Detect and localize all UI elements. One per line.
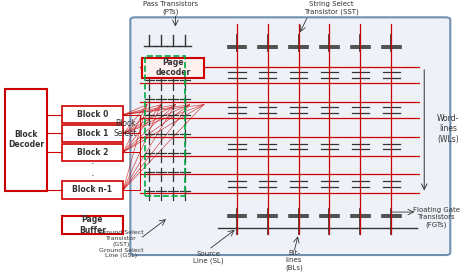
Text: Block 2: Block 2 [77,148,108,157]
Text: String Select
Transistor (SST): String Select Transistor (SST) [304,1,359,15]
Text: Floating Gate
Transistors
(FGTs): Floating Gate Transistors (FGTs) [412,207,460,228]
FancyBboxPatch shape [62,181,123,199]
Text: Block
Decoder: Block Decoder [8,130,44,149]
Text: Block
Select: Block Select [114,119,137,138]
FancyBboxPatch shape [62,144,123,161]
Text: Source
Line (SL): Source Line (SL) [193,251,224,265]
FancyBboxPatch shape [62,125,123,142]
FancyBboxPatch shape [5,88,47,191]
Text: Page
decoder: Page decoder [155,58,191,77]
Text: Page
Buffer: Page Buffer [79,215,106,235]
Text: Block 0: Block 0 [77,110,108,119]
Text: Block 1: Block 1 [77,129,108,138]
FancyBboxPatch shape [130,17,450,255]
Text: ·
·
·: · · · [91,159,94,192]
Text: Ground Select
Transistor
(GST)
Ground Select
Line (GSL): Ground Select Transistor (GST) Ground Se… [99,230,143,259]
FancyBboxPatch shape [62,106,123,123]
Text: Word-
lines
(WLs): Word- lines (WLs) [437,114,459,144]
Text: Block n-1: Block n-1 [73,185,112,194]
Text: Bit-
lines
(BLs): Bit- lines (BLs) [285,250,303,271]
Text: Pass Transistors
(PTs): Pass Transistors (PTs) [143,1,198,15]
FancyBboxPatch shape [62,216,123,234]
FancyBboxPatch shape [142,58,204,78]
